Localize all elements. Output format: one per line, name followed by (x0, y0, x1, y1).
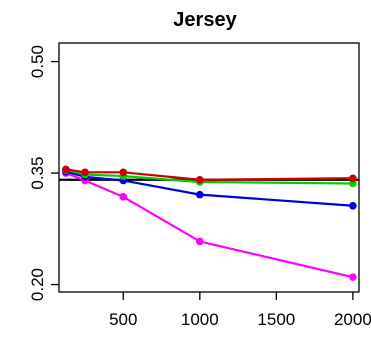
plot-frame (58, 42, 360, 293)
series-layer (62, 165, 357, 281)
y-axis: 0.20 0.35 0.50 (28, 45, 59, 301)
series-1-line (65, 170, 353, 207)
series-1-point-3 (196, 190, 204, 199)
series-0-line (65, 172, 354, 279)
series-3-point-3 (196, 175, 204, 184)
series-0-point-4 (349, 273, 357, 281)
series-3-point-0 (62, 165, 70, 174)
x-axis: 500 1000 1500 2000 (109, 292, 371, 329)
x-tick-label-2000: 2000 (334, 310, 371, 329)
series-3-point-1 (81, 168, 89, 177)
x-tick-label-500: 500 (109, 310, 137, 329)
y-tick-label-1: 0.35 (28, 157, 47, 190)
series-3 (62, 165, 357, 184)
series-3-point-4 (349, 174, 357, 183)
series-0-point-2 (119, 193, 128, 201)
series-3-point-2 (119, 168, 128, 177)
chart-title: Jersey (173, 9, 237, 31)
y-tick-label-0: 0.20 (28, 268, 47, 301)
series-2-point-4 (349, 179, 357, 188)
x-tick-label-1000: 1000 (181, 310, 219, 329)
x-tick-label-1500: 1500 (257, 310, 295, 329)
y-tick-label-2: 0.50 (28, 45, 47, 78)
series-0 (62, 169, 357, 281)
series-0-point-3 (196, 237, 204, 246)
series-1-point-4 (349, 201, 357, 210)
series-2 (62, 166, 357, 188)
